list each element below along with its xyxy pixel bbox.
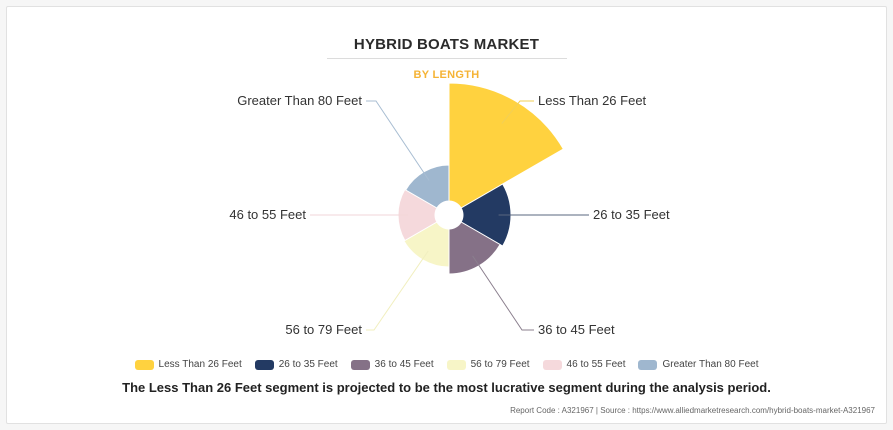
legend-label: 46 to 55 Feet bbox=[566, 359, 626, 370]
legend-label: Less Than 26 Feet bbox=[158, 359, 242, 370]
legend-item: 36 to 45 Feet bbox=[350, 359, 434, 370]
center-hole bbox=[435, 201, 463, 229]
legend-item: Less Than 26 Feet bbox=[134, 359, 242, 370]
chart-subtitle: BY LENGTH bbox=[413, 69, 480, 81]
leader-line bbox=[501, 100, 534, 124]
legend-swatch bbox=[542, 359, 562, 370]
slice-label: Less Than 26 Feet bbox=[538, 93, 647, 108]
legend-label: 56 to 79 Feet bbox=[470, 359, 530, 370]
legend-item: 26 to 35 Feet bbox=[254, 359, 338, 370]
legend-label: 26 to 35 Feet bbox=[278, 359, 338, 370]
chart-caption: The Less Than 26 Feet segment is project… bbox=[122, 380, 771, 395]
slice-label: 26 to 35 Feet bbox=[593, 207, 670, 222]
legend-swatch bbox=[446, 359, 466, 370]
legend-item: Greater Than 80 Feet bbox=[638, 359, 758, 370]
legend-swatch bbox=[638, 359, 658, 370]
slice-label: 46 to 55 Feet bbox=[229, 207, 306, 222]
source-footer: Report Code : A321967 | Source : https:/… bbox=[510, 406, 875, 415]
chart-legend: Less Than 26 Feet 26 to 35 Feet 36 to 45 F… bbox=[0, 359, 893, 370]
legend-swatch bbox=[134, 359, 154, 370]
slice-label: 56 to 79 Feet bbox=[285, 322, 362, 337]
legend-item: 46 to 55 Feet bbox=[542, 359, 626, 370]
legend-label: 36 to 45 Feet bbox=[374, 359, 434, 370]
legend-label: Greater Than 80 Feet bbox=[662, 359, 759, 370]
title-divider bbox=[327, 58, 567, 59]
chart-title: HYBRID BOATS MARKET bbox=[353, 36, 540, 53]
slice-label: 36 to 45 Feet bbox=[538, 322, 615, 337]
legend-swatch bbox=[350, 359, 370, 370]
leader-line bbox=[472, 255, 534, 331]
legend-item: 56 to 79 Feet bbox=[446, 359, 530, 370]
leader-line bbox=[366, 100, 430, 181]
slice-label: Greater Than 80 Feet bbox=[237, 93, 362, 108]
legend-swatch bbox=[254, 359, 274, 370]
leader-line bbox=[366, 250, 429, 331]
